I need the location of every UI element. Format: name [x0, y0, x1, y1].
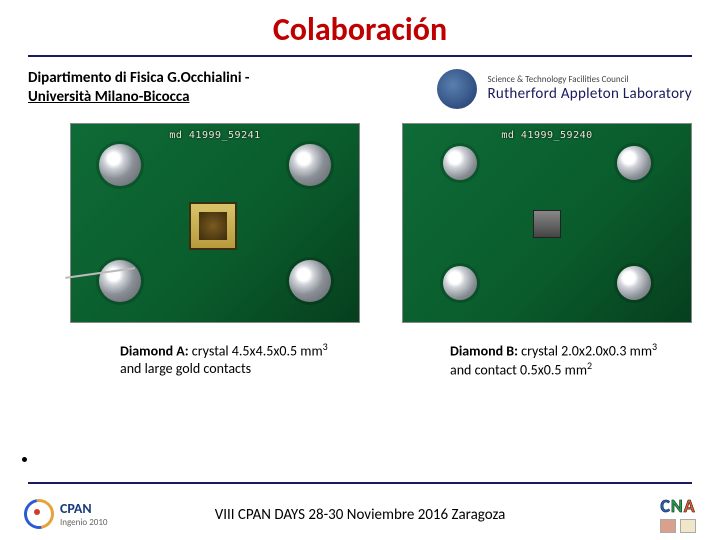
pcb-b: md 41999_59240	[403, 124, 691, 322]
logo-cpan-sub: Ingenio 2010	[60, 517, 107, 528]
caption-a-rest: crystal 4.5x4.5x0.5 mm	[189, 343, 323, 360]
pcb-a-label: md 41999_59241	[169, 130, 260, 141]
caption-b-rest: crystal 2.0x2.0x0.3 mm	[518, 343, 652, 360]
footer: CPAN Ingenio 2010 VIII CPAN DAYS 28-30 N…	[0, 488, 720, 540]
cpan-swirl-icon	[24, 499, 54, 529]
mini-logos	[660, 519, 696, 533]
screw-icon	[289, 260, 331, 302]
screw-icon	[617, 266, 651, 300]
logo-cna-block: CNA	[660, 495, 696, 533]
screw-icon	[617, 146, 651, 180]
affiliation-dept: Dipartimento di Fisica G.Occhialini -	[28, 69, 250, 87]
rule-bottom	[28, 482, 692, 484]
caption-b-lead: Diamond B:	[450, 343, 518, 360]
affiliation-row: Dipartimento di Fisica G.Occhialini - Un…	[0, 69, 720, 109]
slide-title: Colaboración	[0, 0, 720, 55]
caption-a-tail: and large gold contacts	[120, 360, 251, 377]
caption-b-sup2: 2	[587, 359, 592, 372]
partner-text: Science & Technology Facilities Council …	[487, 75, 692, 104]
screw-icon	[99, 260, 141, 302]
pcb-a: md 41999_59241	[71, 124, 359, 322]
diamond-chip-a	[189, 202, 237, 250]
affiliation-text: Dipartimento di Fisica G.Occhialini - Un…	[28, 69, 413, 107]
captions-row: Diamond A: crystal 4.5x4.5x0.5 mm3 and l…	[0, 323, 720, 379]
mini-logo-icon	[660, 519, 676, 533]
mini-logo-icon	[680, 519, 696, 533]
diamond-chip-b	[533, 210, 561, 238]
photo-row: md 41999_59241 md 41999_59240	[0, 109, 720, 323]
logo-cpan: CPAN Ingenio 2010	[24, 499, 107, 529]
caption-b: Diamond B: crystal 2.0x2.0x0.3 mm3 and c…	[450, 341, 660, 379]
caption-b-tail: and contact 0.5x0.5 mm	[450, 362, 587, 379]
bullet-dot	[22, 457, 27, 462]
pcb-b-label: md 41999_59240	[501, 130, 592, 141]
photo-diamond-a: md 41999_59241	[70, 123, 360, 323]
affiliation-university: Università Milano-Bicocca	[28, 88, 190, 106]
caption-a: Diamond A: crystal 4.5x4.5x0.5 mm3 and l…	[120, 341, 330, 379]
caption-b-sup: 3	[652, 340, 657, 353]
screw-icon	[443, 266, 477, 300]
screw-icon	[289, 144, 331, 186]
logo-cna-text: CNA	[660, 495, 695, 517]
partner-council: Science & Technology Facilities Council	[487, 75, 692, 86]
screw-icon	[99, 144, 141, 186]
photo-diamond-b: md 41999_59240	[402, 123, 692, 323]
caption-a-lead: Diamond A:	[120, 343, 189, 360]
rule-top	[28, 55, 692, 57]
footer-text: VIII CPAN DAYS 28-30 Noviembre 2016 Zara…	[215, 506, 506, 524]
logo-cpan-text: CPAN	[60, 500, 92, 517]
partner-logo-block: Science & Technology Facilities Council …	[437, 69, 692, 109]
caption-a-sup: 3	[323, 340, 328, 353]
partner-lab: Rutherford Appleton Laboratory	[487, 85, 692, 103]
ral-crest-icon	[437, 69, 477, 109]
screw-icon	[443, 146, 477, 180]
